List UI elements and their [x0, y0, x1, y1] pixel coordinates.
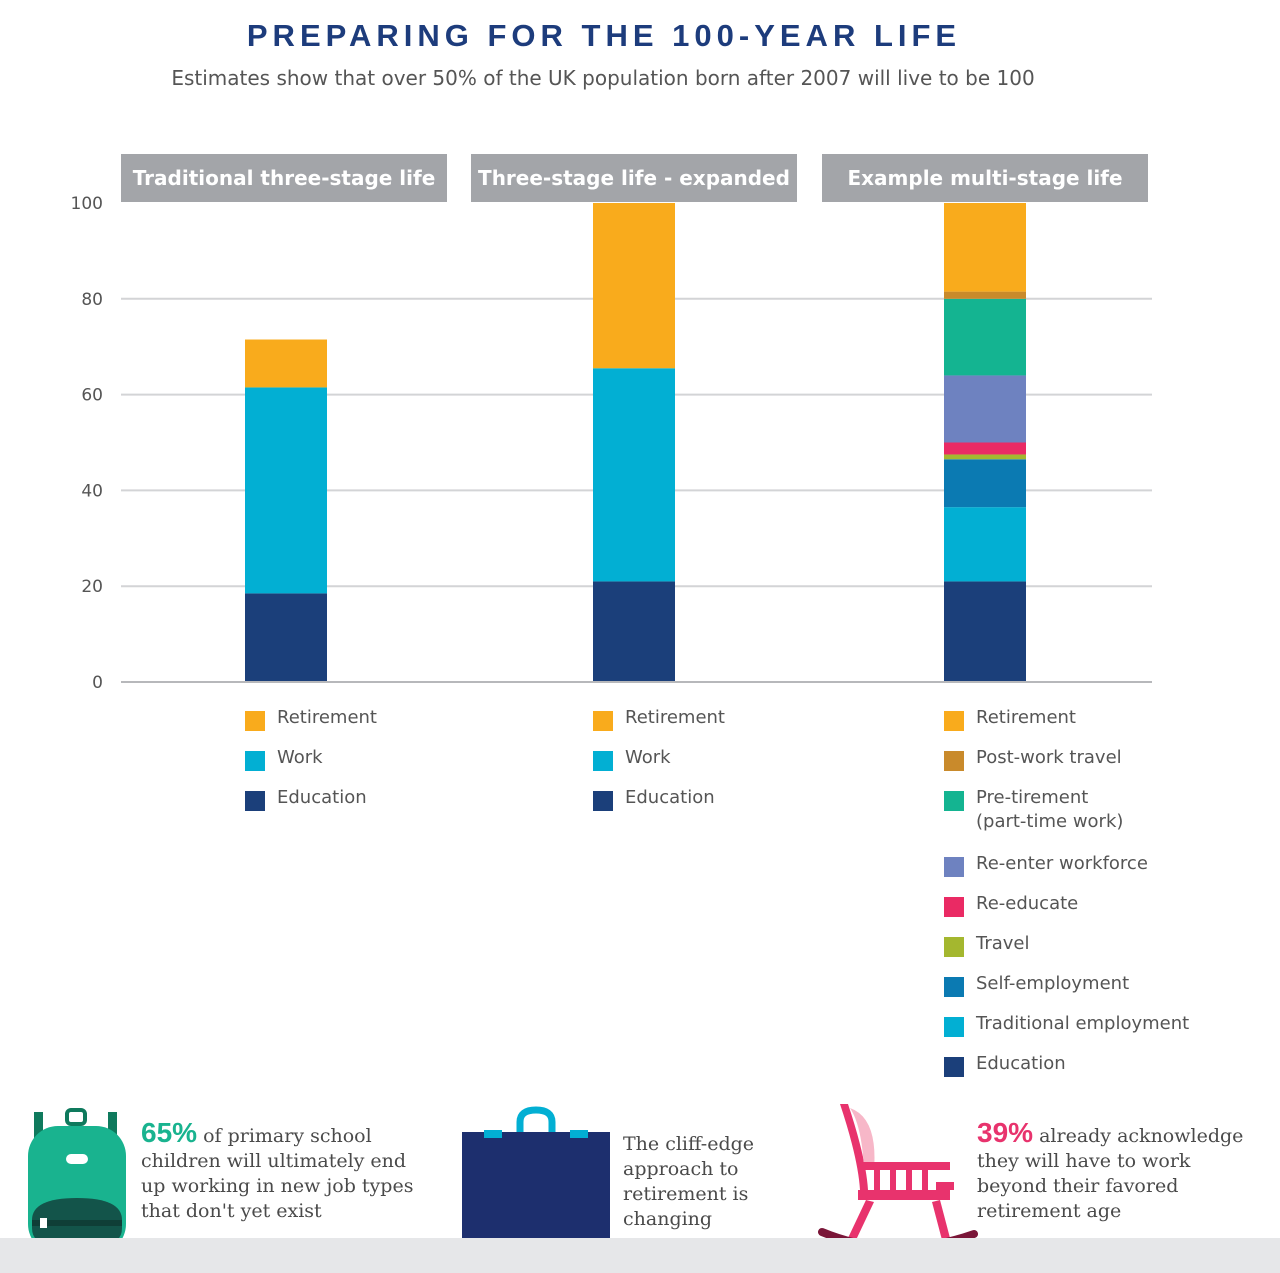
legend-multi-stage: Retirement Post-work travel Pre-tirement (… — [944, 706, 1189, 1092]
legend-item: Post-work travel — [944, 746, 1189, 786]
legend-swatch — [245, 751, 265, 771]
bar-segment-work — [593, 368, 675, 582]
fact-work-beyond: 39% already acknowledge they will have t… — [977, 1117, 1247, 1224]
y-tick-label: 60 — [81, 386, 103, 406]
legend-swatch — [944, 857, 964, 877]
legend-item: Re-educate — [944, 892, 1189, 932]
bar-segment-re-educate — [944, 442, 1026, 455]
page-subtitle: Estimates show that over 50% of the UK p… — [171, 66, 1035, 90]
legend-item: Re-enter workforce — [944, 852, 1189, 892]
legend-label: Re-educate — [976, 893, 1079, 914]
legend-label: Work — [277, 747, 323, 768]
legend-swatch — [944, 791, 964, 811]
legend-label: Work — [625, 747, 671, 768]
legend-swatch — [593, 751, 613, 771]
legend-swatch — [245, 711, 265, 731]
fact-pct-39: 39% — [977, 1117, 1034, 1148]
bar-segment-retirement — [944, 203, 1026, 292]
legend-item: Education — [944, 1052, 1189, 1092]
bar-segment-post-work-travel — [944, 291, 1026, 299]
legend-label: Education — [625, 787, 715, 808]
legend-item: Retirement — [245, 706, 377, 746]
legend-label: Pre-tirement (part-time work) — [976, 787, 1124, 832]
fact-text-39: already acknowledge they will have to wo… — [977, 1125, 1244, 1222]
bar-segment-retirement — [593, 203, 675, 369]
panel-header-multi-stage: Example multi-stage life — [822, 154, 1148, 202]
fact-cliff-edge: The cliff-edge approach to retirement is… — [623, 1133, 755, 1230]
legend-item: Work — [245, 746, 377, 786]
legend-label: Post-work travel — [976, 747, 1122, 768]
y-tick-label: 20 — [81, 577, 103, 597]
y-tick-label: 80 — [81, 290, 103, 310]
legend-item: Retirement — [944, 706, 1189, 746]
legend-item: Retirement — [593, 706, 725, 746]
bar-segment-education — [245, 593, 327, 682]
bottom-strip — [0, 1238, 1280, 1273]
legend-item: Pre-tirement (part-time work) — [944, 786, 1189, 852]
legend-label: Retirement — [976, 707, 1076, 728]
bar-segment-self-employment — [944, 459, 1026, 508]
legend-label: Self-employment — [976, 973, 1130, 994]
legend-item: Work — [593, 746, 725, 786]
page-title: PREPARING FOR THE 100-YEAR LIFE — [246, 18, 962, 53]
bar-segment-traditional-employment — [944, 507, 1026, 582]
bar-segment-travel — [944, 454, 1026, 460]
legend-swatch — [944, 711, 964, 731]
legend-traditional: Retirement Work Education — [245, 706, 377, 826]
legend-item: Education — [245, 786, 377, 826]
stacked-bar-chart: 0 20 40 60 80 100 — [71, 194, 1152, 693]
legend-swatch — [944, 977, 964, 997]
legend-swatch — [944, 751, 964, 771]
briefcase-icon — [462, 1106, 610, 1240]
panel-header-expanded: Three-stage life - expanded — [471, 154, 797, 202]
legend-swatch — [944, 897, 964, 917]
fact-primary-school: 65% of primary school children will ulti… — [141, 1117, 416, 1224]
y-tick-label: 40 — [81, 481, 103, 501]
bar-segment-pre-tirement-part-time-work — [944, 298, 1026, 376]
legend-item: Travel — [944, 932, 1189, 972]
bar-segment-work — [245, 387, 327, 594]
bar-segment-re-enter-workforce — [944, 375, 1026, 443]
legend-label: Education — [976, 1053, 1066, 1074]
legend-swatch — [245, 791, 265, 811]
legend-swatch — [944, 937, 964, 957]
bar-segment-education — [593, 581, 675, 682]
backpack-icon — [28, 1108, 126, 1254]
legend-item: Traditional employment — [944, 1012, 1189, 1052]
legend-item: Self-employment — [944, 972, 1189, 1012]
fact-pct-65: 65% — [141, 1117, 198, 1148]
panel-header-traditional: Traditional three-stage life — [121, 154, 447, 202]
legend-swatch — [944, 1057, 964, 1077]
legend-label: Travel — [976, 933, 1030, 954]
legend-swatch — [593, 791, 613, 811]
legend-label: Retirement — [277, 707, 377, 728]
bar-segment-retirement — [245, 339, 327, 388]
legend-swatch — [944, 1017, 964, 1037]
bar-segment-education — [944, 581, 1026, 682]
legend-label: Education — [277, 787, 367, 808]
legend-swatch — [593, 711, 613, 731]
legend-expanded: Retirement Work Education — [593, 706, 725, 826]
fact-text-65: of primary school children will ultimate… — [141, 1125, 414, 1222]
legend-label: Retirement — [625, 707, 725, 728]
legend-label: Traditional employment — [976, 1013, 1190, 1034]
legend-item: Education — [593, 786, 725, 826]
rocking-chair-icon — [818, 1104, 978, 1252]
y-tick-label: 0 — [92, 673, 103, 693]
legend-label: Re-enter workforce — [976, 853, 1148, 874]
y-tick-label: 100 — [71, 194, 103, 214]
